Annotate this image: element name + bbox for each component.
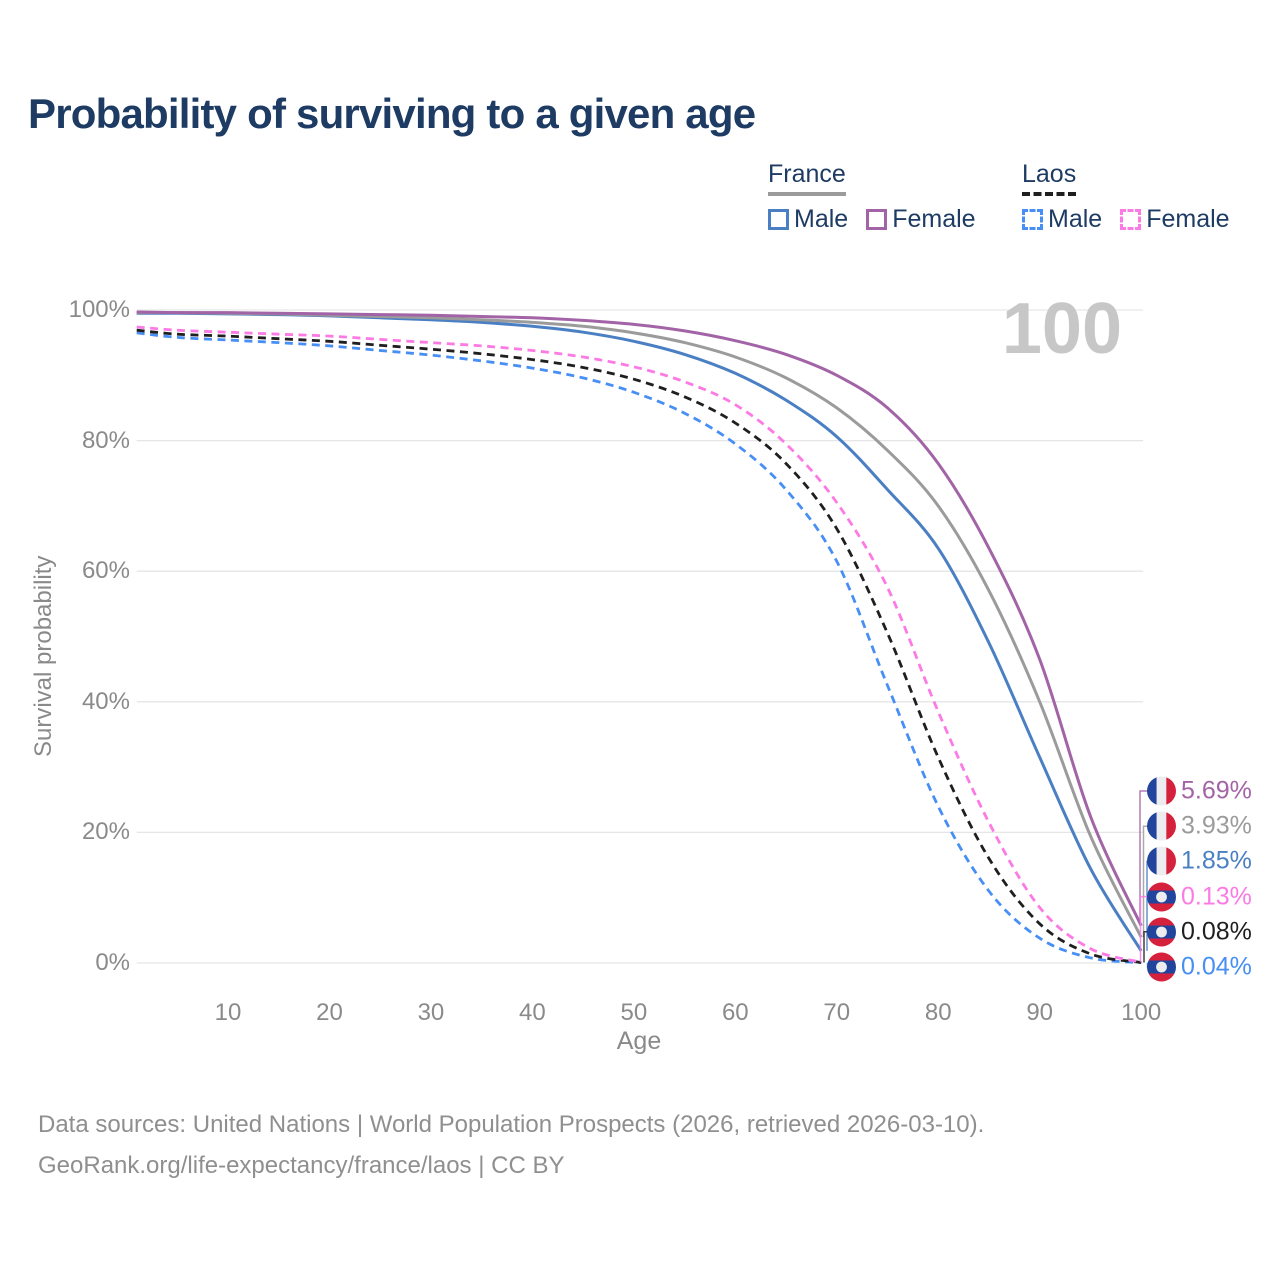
laos-flag-icon xyxy=(1147,882,1176,912)
france-flag-icon xyxy=(1147,846,1176,876)
legend-group-laos: Laos Male Female xyxy=(1022,160,1230,234)
legend-item-laos-male: Male xyxy=(1022,205,1102,234)
legend-items-row: Male Female xyxy=(1022,205,1230,234)
france-flag-icon xyxy=(1147,776,1176,806)
y-tick-40pct: 40% xyxy=(81,687,130,715)
legend-item-laos-female: Female xyxy=(1120,205,1230,234)
curve-laos-male xyxy=(136,331,1142,965)
legend-item-france-female: Female xyxy=(866,205,976,234)
y-tick-60pct: 60% xyxy=(81,557,130,585)
y-tick-20pct: 20% xyxy=(81,818,130,846)
x-axis-title: Age xyxy=(616,1027,662,1055)
age-counter-watermark: 100 xyxy=(1001,289,1122,369)
legend-item-label: Female xyxy=(1146,205,1230,233)
y-tick-100pct: 100% xyxy=(68,296,130,323)
curve-france-both-sexes xyxy=(136,311,1143,938)
end-label-value: 0.13% xyxy=(1181,882,1252,911)
y-axis-title: Survival probability xyxy=(30,555,57,757)
x-tick-70: 70 xyxy=(823,999,851,1026)
legend-group-france: France Male Female xyxy=(768,160,976,234)
x-tick-60: 60 xyxy=(721,999,749,1026)
end-label-value: 3.93% xyxy=(1181,811,1252,840)
leader-line-france-both-sexes xyxy=(1142,825,1148,938)
legend-swatch-icon xyxy=(866,209,888,230)
leader-line-laos-female xyxy=(1139,895,1148,963)
legend-swatch-icon xyxy=(1022,209,1043,230)
x-tick-10: 10 xyxy=(214,999,242,1026)
x-tick-90: 90 xyxy=(1026,999,1054,1026)
x-tick-80: 80 xyxy=(924,999,952,1026)
legend-item-label: Male xyxy=(794,205,849,233)
curve-laos-female xyxy=(136,325,1142,964)
france-flag-icon xyxy=(1147,811,1176,841)
end-label-value: 5.69% xyxy=(1181,776,1252,805)
chart-title: Probability of surviving to a given age xyxy=(28,90,756,137)
legend-item-france-male: Male xyxy=(768,205,848,234)
x-tick-100: 100 xyxy=(1121,999,1162,1026)
end-label-value: 0.08% xyxy=(1181,917,1252,946)
end-label-laos-male: 0.04% xyxy=(1147,952,1252,982)
curve-france-male xyxy=(136,311,1143,952)
legend-country-france: France xyxy=(768,160,846,196)
legend-swatch-icon xyxy=(768,209,789,230)
curve-france-female xyxy=(136,310,1143,927)
legend-swatch-icon xyxy=(1120,209,1142,230)
end-label-value: 0.04% xyxy=(1181,952,1252,981)
x-tick-30: 30 xyxy=(417,999,445,1026)
end-label-france-both-sexes: 3.93% xyxy=(1147,811,1252,841)
leader-line-laos-both-sexes xyxy=(1143,931,1148,963)
laos-flag-icon xyxy=(1147,952,1176,982)
y-tick-0pct: 0% xyxy=(95,949,130,976)
footer-data-sources: Data sources: United Nations | World Pop… xyxy=(38,1111,985,1138)
curve-laos-both-sexes xyxy=(136,328,1142,964)
end-label-laos-female: 0.13% xyxy=(1147,882,1252,912)
footer: Data sources: United Nations | World Pop… xyxy=(38,1104,984,1186)
x-tick-40: 40 xyxy=(519,999,546,1026)
legend-country-laos: Laos xyxy=(1022,160,1077,196)
x-tick-50: 50 xyxy=(620,999,648,1026)
end-label-france-female: 5.69% xyxy=(1147,776,1252,806)
leader-line-france-female xyxy=(1139,790,1148,926)
x-tick-20: 20 xyxy=(316,999,343,1026)
y-tick-80pct: 80% xyxy=(81,426,130,454)
end-label-value: 1.85% xyxy=(1181,846,1252,875)
legend-item-label: Male xyxy=(1048,205,1103,233)
end-label-france-male: 1.85% xyxy=(1147,846,1252,876)
footer-attribution: GeoRank.org/life-expectancy/france/laos … xyxy=(38,1152,565,1179)
legend-item-label: Female xyxy=(892,205,976,233)
laos-flag-icon xyxy=(1147,917,1176,947)
legend-items-row: Male Female xyxy=(768,205,976,234)
end-label-laos-both-sexes: 0.08% xyxy=(1147,917,1252,947)
